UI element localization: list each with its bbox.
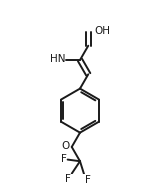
- Text: OH: OH: [95, 26, 111, 36]
- Text: F: F: [65, 174, 71, 184]
- Text: O: O: [62, 141, 70, 151]
- Text: HN: HN: [50, 54, 66, 64]
- Text: F: F: [61, 154, 67, 164]
- Text: F: F: [85, 175, 91, 185]
